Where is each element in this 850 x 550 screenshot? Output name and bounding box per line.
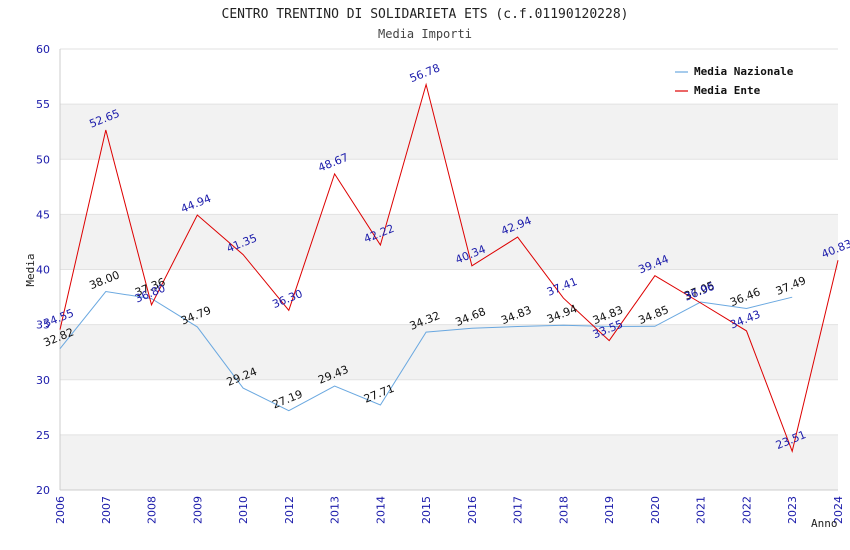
series-line-nazionale (59, 290, 793, 412)
x-tick-label: 2009 (191, 496, 204, 524)
x-tick-label: 2016 (466, 496, 479, 524)
x-tick-label: 2020 (649, 496, 662, 524)
y-axis-ticks: 20 25 30 35 40 45 50 55 60 (36, 43, 50, 497)
plot-band (60, 434, 838, 490)
x-tick-label: 2019 (603, 496, 616, 524)
plot-band (60, 269, 838, 325)
x-tick-label: 2010 (237, 496, 250, 524)
x-tick-label: 2024 (832, 496, 845, 524)
x-axis-label: Anno (811, 517, 838, 530)
x-tick-label: 2014 (374, 496, 387, 524)
y-tick-label: 35 (36, 319, 50, 332)
x-tick-label: 2008 (146, 496, 159, 524)
plot-band (60, 214, 838, 270)
y-tick-label: 45 (36, 208, 50, 221)
series-lines (59, 82, 839, 453)
x-tick-label: 2022 (740, 496, 753, 524)
series-line-ente (59, 82, 839, 453)
legend-box (669, 59, 809, 101)
y-tick-label: 55 (36, 98, 50, 111)
x-tick-label: 2013 (329, 496, 342, 524)
y-tick-label: 40 (36, 264, 50, 277)
plot-bands (60, 49, 838, 490)
x-tick-label: 2023 (786, 496, 799, 524)
grid-lines (59, 48, 838, 491)
plot-band (60, 104, 838, 160)
legend: Media Nazionale Media Ente (669, 59, 809, 101)
x-tick-label: 2015 (420, 496, 433, 524)
y-axis-label: Media (24, 253, 37, 286)
y-tick-label: 30 (36, 374, 50, 387)
x-axis-ticks: 2006 2007 2008 2009 2010 2012 2013 2014 2015 2016… (54, 496, 845, 524)
y-tick-label: 60 (36, 43, 50, 56)
x-tick-label: 2007 (100, 496, 113, 524)
legend-label-nazionale: Media Nazionale (694, 65, 794, 78)
x-tick-label: 2021 (695, 496, 708, 524)
x-tick-label: 2017 (512, 496, 525, 524)
x-tick-label: 2012 (283, 496, 296, 524)
y-tick-label: 20 (36, 484, 50, 497)
chart-subtitle: Media Importi (378, 27, 472, 41)
y-tick-label: 50 (36, 153, 50, 166)
chart-title: CENTRO TRENTINO DI SOLIDARIETA ETS (c.f.… (222, 7, 629, 22)
x-tick-label: 2018 (557, 496, 570, 524)
x-tick-label: 2006 (54, 496, 67, 524)
y-tick-label: 25 (36, 429, 50, 442)
plot-band (60, 379, 838, 435)
plot-band (60, 324, 838, 380)
plot-band (60, 159, 838, 215)
legend-label-ente: Media Ente (694, 84, 761, 97)
